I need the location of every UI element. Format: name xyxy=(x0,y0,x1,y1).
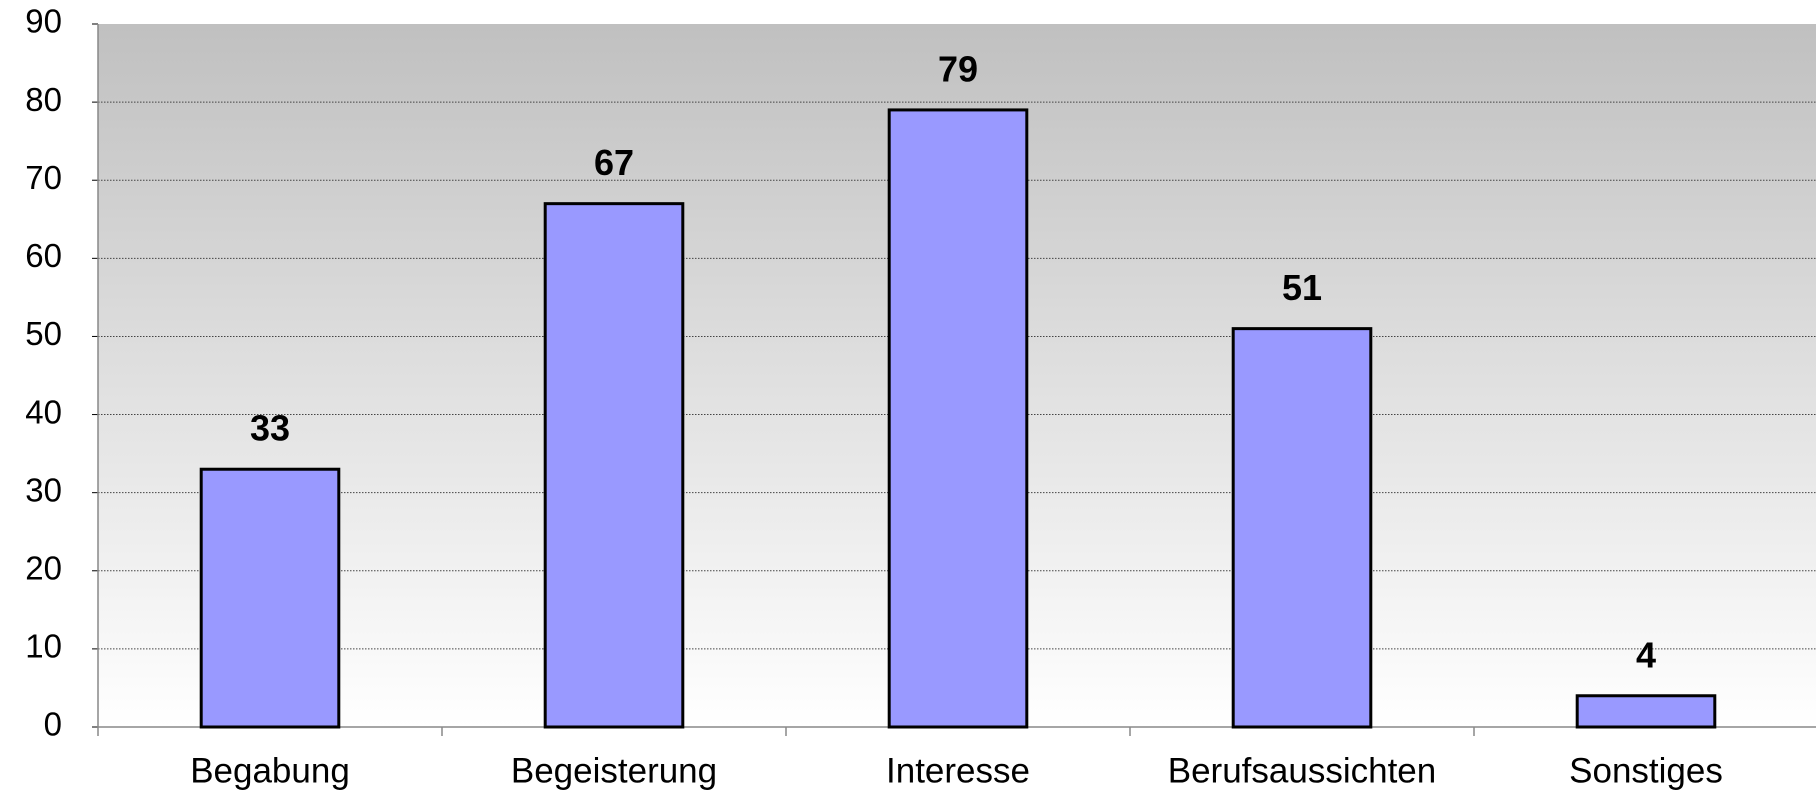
y-tick-label: 80 xyxy=(25,81,62,118)
bar xyxy=(887,108,1029,729)
y-tick-label: 60 xyxy=(25,237,62,274)
y-tick-label: 70 xyxy=(25,159,62,196)
y-tick-label: 20 xyxy=(25,549,62,586)
bar xyxy=(1575,694,1717,729)
y-tick-label: 30 xyxy=(25,471,62,508)
bar xyxy=(1231,327,1373,729)
x-tick-label: Sonstiges xyxy=(1569,751,1723,790)
x-tick-label: Interesse xyxy=(886,751,1030,790)
value-label: 67 xyxy=(594,142,634,183)
y-tick-label: 50 xyxy=(25,315,62,352)
value-label: 33 xyxy=(250,408,290,449)
bar xyxy=(543,202,685,729)
value-label: 51 xyxy=(1282,267,1322,308)
value-label: 4 xyxy=(1636,634,1656,675)
y-tick-label: 40 xyxy=(25,393,62,430)
x-tick-label: Berufsaussichten xyxy=(1168,751,1436,790)
value-label: 79 xyxy=(938,48,978,89)
y-tick-label: 90 xyxy=(25,3,62,40)
x-tick-label: Begeisterung xyxy=(511,751,717,790)
y-tick-label: 0 xyxy=(44,706,62,743)
x-tick-label: Begabung xyxy=(190,751,350,790)
bar xyxy=(199,467,341,729)
y-tick-label: 10 xyxy=(25,628,62,665)
